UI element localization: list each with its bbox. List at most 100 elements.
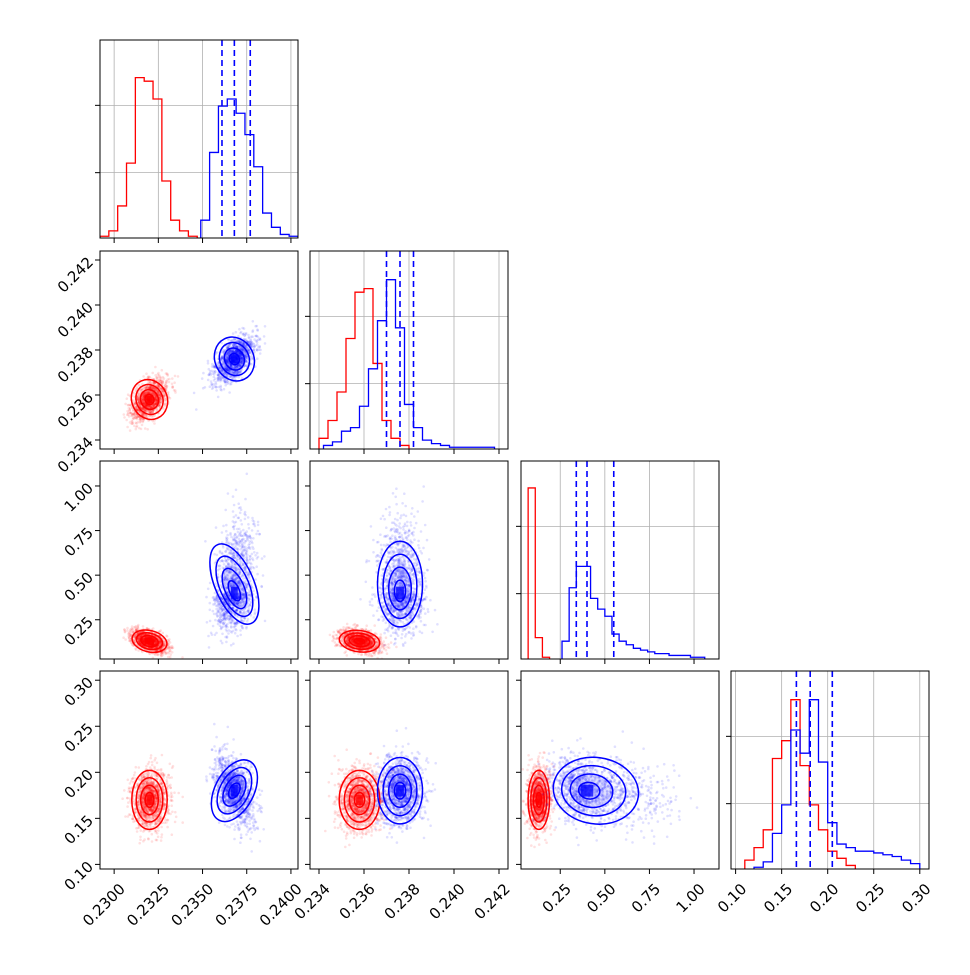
sample-point xyxy=(171,377,174,380)
sample-point xyxy=(241,523,244,526)
hist-panel-2 xyxy=(305,251,508,454)
sample-point xyxy=(213,373,216,376)
sample-point xyxy=(247,523,250,526)
sample-point xyxy=(147,381,150,384)
sample-point xyxy=(205,596,208,599)
sample-point xyxy=(142,375,145,378)
sample-point xyxy=(126,426,129,429)
hist-panel-4 xyxy=(726,671,929,874)
sample-point xyxy=(124,631,127,634)
sample-point xyxy=(127,404,130,407)
sample-point xyxy=(228,621,231,624)
sample-point xyxy=(210,383,213,386)
sample-point xyxy=(257,336,260,339)
sample-point xyxy=(263,555,266,558)
sample-point xyxy=(234,625,237,628)
sample-point xyxy=(215,383,218,386)
sample-point xyxy=(235,331,238,334)
sample-point xyxy=(218,376,221,379)
sample-point xyxy=(254,335,257,338)
sample-point xyxy=(233,504,236,507)
sample-point xyxy=(139,421,142,424)
sample-point xyxy=(169,641,172,644)
sample-point xyxy=(250,338,253,341)
sample-point xyxy=(213,613,216,616)
sample-point xyxy=(245,361,248,364)
sample-point xyxy=(161,369,164,372)
sample-point xyxy=(165,651,168,654)
sample-point xyxy=(247,334,250,337)
sample-point xyxy=(144,427,147,430)
sample-point xyxy=(232,495,235,498)
sample-point xyxy=(129,429,132,432)
sample-point xyxy=(123,416,126,419)
sample-point xyxy=(171,651,174,654)
sample-point xyxy=(243,327,246,330)
sample-point xyxy=(140,428,143,431)
sample-point xyxy=(131,413,134,416)
sample-point xyxy=(204,540,207,543)
sample-point xyxy=(254,611,257,614)
sample-point xyxy=(155,376,158,379)
sample-point xyxy=(220,640,223,643)
sample-point xyxy=(171,383,174,386)
sample-point xyxy=(169,656,172,659)
sample-point xyxy=(259,337,262,340)
sample-point xyxy=(221,531,224,534)
sample-point xyxy=(141,424,144,427)
sample-point xyxy=(251,335,254,338)
sample-point xyxy=(256,344,259,347)
scatter-panel-3-1 xyxy=(95,461,298,664)
sample-point xyxy=(220,357,223,360)
sample-point xyxy=(250,363,253,366)
panel-background xyxy=(100,40,298,238)
sample-point xyxy=(162,632,165,635)
sample-point xyxy=(209,385,212,388)
sample-point xyxy=(169,645,172,648)
sample-point xyxy=(257,521,260,524)
sample-point xyxy=(222,525,225,528)
sample-point xyxy=(137,624,140,627)
sample-point xyxy=(239,629,242,632)
sample-point xyxy=(207,360,210,363)
sample-point xyxy=(129,411,132,414)
sample-point xyxy=(229,383,232,386)
sample-point xyxy=(193,392,196,395)
sample-point xyxy=(240,508,243,511)
sample-point xyxy=(212,603,215,606)
sample-point xyxy=(163,394,166,397)
sample-point xyxy=(257,556,260,559)
hist-panel-1 xyxy=(95,40,298,243)
sample-point xyxy=(228,391,231,394)
sample-point xyxy=(126,397,129,400)
sample-point xyxy=(238,376,241,379)
sample-point xyxy=(145,372,148,375)
sample-point xyxy=(221,633,224,636)
sample-point xyxy=(256,573,259,576)
sample-point xyxy=(251,517,254,520)
sample-point xyxy=(165,380,168,383)
sample-point xyxy=(122,636,125,639)
sample-point xyxy=(264,325,267,328)
scatter-panel-2-1 xyxy=(95,251,298,454)
hist-panel-3 xyxy=(516,461,719,664)
sample-point xyxy=(125,419,128,422)
sample-point xyxy=(195,408,198,411)
sample-point xyxy=(142,413,145,416)
sample-point xyxy=(135,625,138,628)
sample-point xyxy=(232,642,235,645)
sample-point xyxy=(138,402,141,405)
sample-point xyxy=(156,653,159,656)
sample-point xyxy=(133,417,136,420)
sample-point xyxy=(235,514,238,517)
sample-point xyxy=(263,335,266,338)
sample-point xyxy=(134,647,137,650)
sample-point xyxy=(173,389,176,392)
sample-point xyxy=(136,425,139,428)
sample-point xyxy=(174,375,177,378)
sample-point xyxy=(168,638,171,641)
sample-point xyxy=(217,379,220,382)
sample-point xyxy=(251,330,254,333)
sample-point xyxy=(157,372,160,375)
sample-point xyxy=(232,332,235,335)
